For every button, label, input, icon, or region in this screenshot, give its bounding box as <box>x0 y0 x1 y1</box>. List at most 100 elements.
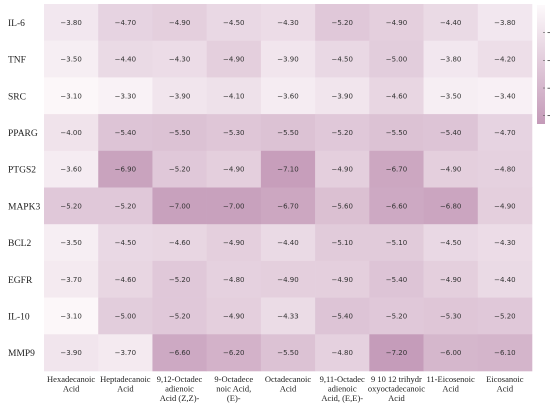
colorbar: −4 −5 −6 −7 <box>537 5 550 124</box>
heatmap-cell <box>477 4 533 41</box>
cell-value-label: −4.90 <box>494 202 515 210</box>
cell-value-label: −4.90 <box>223 239 244 247</box>
row-label: PPARG <box>8 129 38 139</box>
heatmap-cell <box>44 40 99 78</box>
column-label-line: Octadecanoic <box>265 374 311 384</box>
cell-value-label: −5.20 <box>386 312 407 320</box>
cell-value-label: −4.30 <box>277 19 298 27</box>
heatmap-cells: −3.80 −4.70 −4.90 −4.50 −4.30 −5.20 −4.90 −4.40… <box>44 4 533 372</box>
cell-value-label: −5.40 <box>331 312 352 320</box>
heatmap-cell <box>423 40 479 78</box>
cell-value-label: −6.60 <box>386 202 407 210</box>
cell-value-label: −4.70 <box>115 19 136 27</box>
column-label-line: Acid (Z,Z)- <box>160 393 200 403</box>
heatmap-cell <box>98 114 153 152</box>
cell-value-label: −4.50 <box>440 239 461 247</box>
heatmap-cell <box>477 260 533 298</box>
cell-value-label: −3.30 <box>115 92 136 100</box>
heatmap-cell <box>98 4 153 41</box>
cell-value-label: −6.20 <box>223 349 244 357</box>
heatmap-cell <box>44 334 99 372</box>
colorbar-gradient <box>537 5 545 124</box>
column-label-line: Acid <box>388 393 405 403</box>
cell-value-label: −4.40 <box>440 19 461 27</box>
cell-value-label: −4.00 <box>60 129 81 137</box>
column-label-line: adienoic <box>165 384 194 394</box>
heatmap-cell <box>315 77 370 115</box>
cell-value-label: −4.30 <box>169 56 190 64</box>
heatmap-cell <box>44 114 99 152</box>
cell-value-label: −7.00 <box>223 202 244 210</box>
cell-value-label: −4.90 <box>386 19 407 27</box>
heatmap-cell <box>477 187 533 225</box>
cell-value-label: −5.10 <box>386 239 407 247</box>
cell-value-label: −5.20 <box>331 129 352 137</box>
heatmap-cell <box>260 224 316 262</box>
cell-value-label: −6.80 <box>440 202 461 210</box>
heatmap-cell <box>369 40 424 78</box>
row-label: SRC <box>8 92 26 102</box>
heatmap-cell <box>315 114 370 152</box>
column-label: 11-Eicosenoic Acid <box>427 374 476 394</box>
heatmap-cell <box>98 297 153 335</box>
heatmap-cell <box>315 260 370 298</box>
cell-value-label: −5.20 <box>169 312 190 320</box>
row-label: TNF <box>8 56 26 66</box>
row-label: MMP9 <box>8 349 35 359</box>
cell-value-label: −3.80 <box>440 56 461 64</box>
row-label: IL-6 <box>8 19 25 29</box>
column-label-line: 9-Octadece <box>214 374 253 384</box>
heatmap-cell <box>152 150 207 188</box>
cell-value-label: −5.50 <box>277 129 298 137</box>
heatmap-cell <box>369 224 424 262</box>
cell-value-label: −4.90 <box>440 276 461 284</box>
cell-value-label: −5.20 <box>115 202 136 210</box>
colorbar-tick-label: −6 <box>547 84 550 95</box>
column-label-line: Heptadecanoic <box>100 374 151 384</box>
column-label: 9-Octadece noic Acid, (E)- <box>214 374 253 403</box>
column-label-line: Acid <box>63 384 80 394</box>
heatmap-cell <box>423 260 479 298</box>
heatmap-cell <box>260 334 316 372</box>
column-label-line: 9 10 12 trihydr <box>371 374 422 384</box>
heatmap-cell <box>152 4 207 41</box>
heatmap-cell <box>477 297 533 335</box>
heatmap-cell <box>315 40 370 78</box>
cell-value-label: −7.00 <box>169 202 190 210</box>
heatmap-cell <box>98 334 153 372</box>
heatmap-cell <box>44 187 99 225</box>
cell-value-label: −3.50 <box>60 56 81 64</box>
heatmap-cell <box>315 334 370 372</box>
row-label: MAPK3 <box>8 202 40 212</box>
cell-value-label: −4.10 <box>223 92 244 100</box>
heatmap-cell <box>260 187 316 225</box>
heatmap-cell <box>315 4 370 41</box>
column-label-line: Acid <box>442 384 459 394</box>
cell-value-label: −3.80 <box>60 19 81 27</box>
colorbar-tick-label: −5 <box>547 56 550 67</box>
cell-value-label: −3.40 <box>494 92 515 100</box>
column-label: Octadecanoic Acid <box>265 374 311 394</box>
heatmap-cell <box>98 40 153 78</box>
heatmap-cell <box>44 297 99 335</box>
heatmap-cell <box>369 4 424 41</box>
heatmap-cell <box>315 150 370 188</box>
cell-value-label: −5.20 <box>169 166 190 174</box>
cell-value-label: −4.90 <box>331 166 352 174</box>
column-label-line: adienoic <box>328 384 357 394</box>
heatmap-cell <box>152 297 207 335</box>
cell-value-label: −4.60 <box>386 92 407 100</box>
heatmap-cell <box>423 4 479 41</box>
column-label-line: Acid <box>117 384 134 394</box>
heatmap-cell <box>423 150 479 188</box>
heatmap-cell <box>44 4 99 41</box>
cell-value-label: −3.90 <box>169 92 190 100</box>
row-labels: IL-6 TNF SRC PPARG PTGS2 MAPK3 BCL2 EGFR IL-10 MM… <box>8 19 40 359</box>
colorbar-tick-label: −4 <box>547 28 550 39</box>
heatmap-cell <box>260 150 316 188</box>
heatmap-cell <box>152 334 207 372</box>
heatmap-cell <box>260 260 316 298</box>
row-label: PTGS2 <box>8 166 36 176</box>
heatmap-cell <box>206 114 262 152</box>
heatmap-cell <box>369 150 424 188</box>
